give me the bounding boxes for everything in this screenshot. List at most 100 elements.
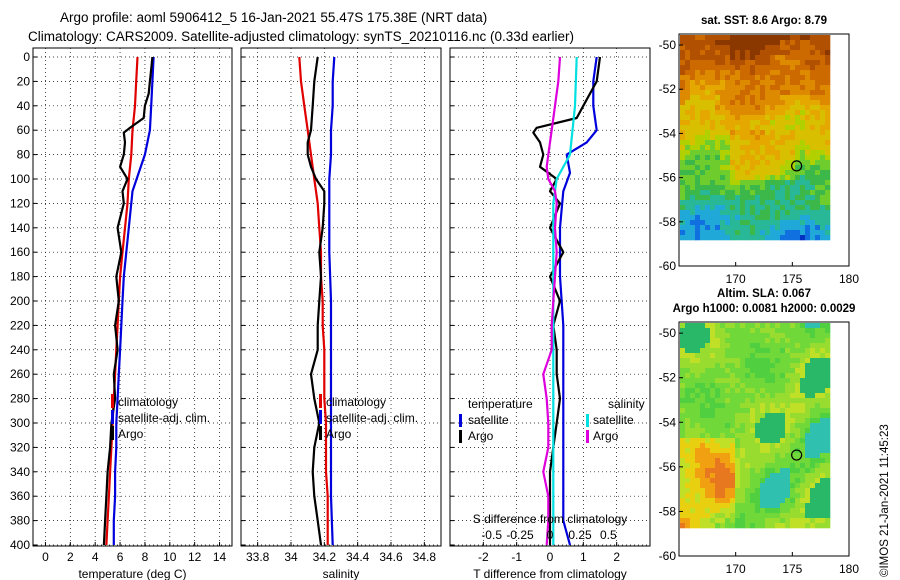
map-cell	[695, 35, 701, 41]
map-cell	[695, 180, 701, 186]
map-cell	[715, 453, 721, 459]
map-cell	[740, 125, 746, 131]
map-cell	[820, 398, 826, 404]
map-cell	[755, 498, 761, 504]
map-cell	[710, 45, 716, 51]
map-cell	[700, 453, 706, 459]
map-cell	[820, 80, 826, 86]
map-cell	[770, 433, 776, 439]
map-cell	[750, 130, 756, 136]
map-cell	[690, 493, 696, 499]
map-cell	[705, 60, 711, 66]
map-cell	[685, 100, 691, 106]
map-cell	[690, 418, 696, 424]
map-cell	[695, 383, 701, 389]
map-cell	[760, 478, 766, 484]
map-cell	[725, 130, 731, 136]
map-cell	[760, 205, 766, 211]
map-cell	[775, 110, 781, 116]
map-cell	[790, 433, 796, 439]
map-cell	[695, 100, 701, 106]
map-cell	[735, 518, 741, 524]
map-cell	[725, 205, 731, 211]
map-cell	[825, 523, 831, 529]
map-cell	[790, 503, 796, 509]
map-cell	[700, 398, 706, 404]
map-cell	[785, 235, 791, 241]
map-cell	[810, 175, 816, 181]
map-cell	[705, 195, 711, 201]
map-cell	[725, 408, 731, 414]
map-cell	[765, 40, 771, 46]
map-cell	[710, 418, 716, 424]
map-cell	[780, 70, 786, 76]
map-cell	[805, 468, 811, 474]
map-cell	[695, 503, 701, 509]
map-cell	[815, 40, 821, 46]
map-cell	[745, 120, 751, 126]
map-cell	[810, 50, 816, 56]
map-cell	[735, 458, 741, 464]
map-cell	[740, 428, 746, 434]
map-cell	[695, 230, 701, 236]
map-cell	[730, 85, 736, 91]
map-cell	[795, 100, 801, 106]
map-cell	[775, 518, 781, 524]
map-cell	[730, 155, 736, 161]
map-cell	[810, 100, 816, 106]
map-cell	[820, 105, 826, 111]
map-cell	[770, 155, 776, 161]
map-cell	[825, 110, 831, 116]
map-cell	[815, 438, 821, 444]
map-cell	[795, 95, 801, 101]
map-cell	[700, 90, 706, 96]
map-cell	[715, 418, 721, 424]
map-cell	[770, 503, 776, 509]
map-cell	[740, 338, 746, 344]
map-cell	[735, 50, 741, 56]
map-cell	[705, 518, 711, 524]
map-cell	[720, 418, 726, 424]
map-cell	[735, 155, 741, 161]
legend-swatch	[111, 426, 114, 440]
map-cell	[710, 413, 716, 419]
map-cell	[750, 95, 756, 101]
map-cell	[680, 438, 686, 444]
map-cell	[775, 170, 781, 176]
map-cell	[775, 210, 781, 216]
map-cell	[755, 80, 761, 86]
map-cell	[795, 368, 801, 374]
map-cell	[725, 95, 731, 101]
map-cell	[720, 358, 726, 364]
map-cell	[745, 115, 751, 121]
map-cell	[820, 418, 826, 424]
map-cell	[800, 140, 806, 146]
map-cell	[780, 50, 786, 56]
map-cell	[825, 60, 831, 66]
map-cell	[785, 463, 791, 469]
map-cell	[775, 95, 781, 101]
map-cell	[800, 488, 806, 494]
map-cell	[780, 373, 786, 379]
map-cell	[765, 443, 771, 449]
x-tick-label: 33.8	[246, 550, 270, 564]
map-cell	[765, 70, 771, 76]
map-cell	[730, 398, 736, 404]
map-cell	[760, 230, 766, 236]
map-cell	[725, 60, 731, 66]
map-cell	[690, 508, 696, 514]
x-tick-label: 1	[580, 550, 587, 564]
map-cell	[780, 448, 786, 454]
map-cell	[690, 65, 696, 71]
map-cell	[770, 200, 776, 206]
map-cell	[735, 225, 741, 231]
map-cell	[725, 493, 731, 499]
map-cell	[700, 110, 706, 116]
map-cell	[725, 165, 731, 171]
map-cell	[710, 453, 716, 459]
map-cell	[705, 200, 711, 206]
map-cell	[745, 508, 751, 514]
map-cell	[765, 453, 771, 459]
map-cell	[680, 358, 686, 364]
